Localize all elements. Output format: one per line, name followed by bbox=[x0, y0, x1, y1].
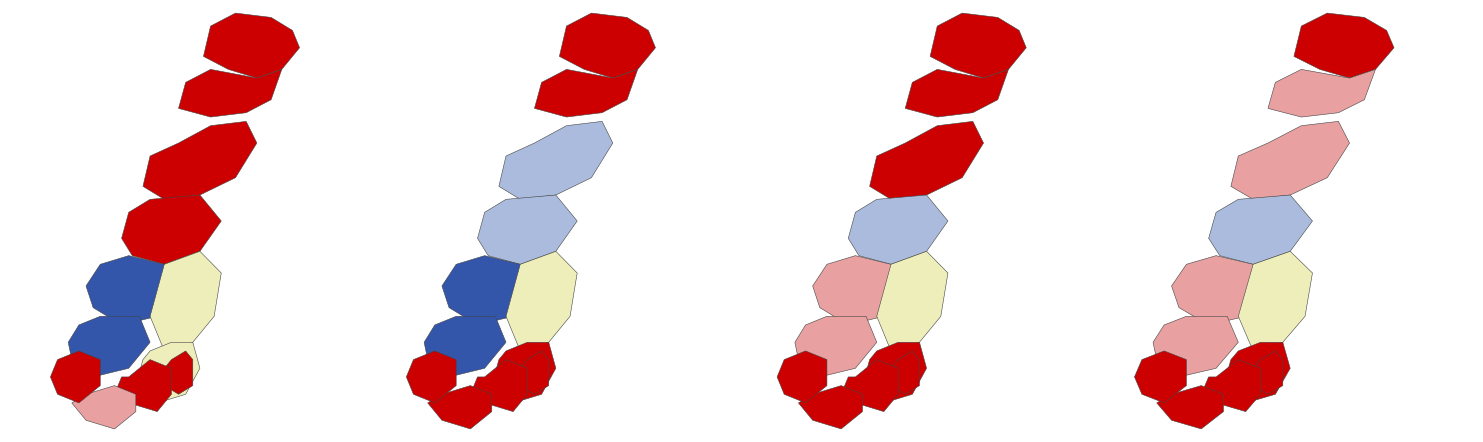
Polygon shape bbox=[930, 13, 1026, 78]
Polygon shape bbox=[1223, 342, 1290, 403]
Polygon shape bbox=[869, 122, 983, 199]
Polygon shape bbox=[1172, 255, 1268, 325]
Polygon shape bbox=[1201, 360, 1261, 412]
Polygon shape bbox=[777, 351, 828, 403]
Polygon shape bbox=[1209, 195, 1312, 264]
Polygon shape bbox=[470, 360, 528, 412]
Polygon shape bbox=[1293, 13, 1394, 78]
Polygon shape bbox=[492, 342, 556, 403]
Polygon shape bbox=[442, 255, 534, 325]
Polygon shape bbox=[506, 251, 577, 351]
Polygon shape bbox=[50, 351, 101, 403]
Polygon shape bbox=[1231, 122, 1350, 199]
Polygon shape bbox=[142, 122, 257, 199]
Polygon shape bbox=[534, 69, 638, 117]
Polygon shape bbox=[122, 195, 221, 264]
Polygon shape bbox=[406, 351, 457, 403]
Polygon shape bbox=[165, 351, 193, 394]
Polygon shape bbox=[427, 385, 492, 429]
Polygon shape bbox=[150, 251, 221, 351]
Polygon shape bbox=[559, 13, 655, 78]
Polygon shape bbox=[863, 342, 927, 403]
Polygon shape bbox=[68, 316, 150, 377]
Polygon shape bbox=[498, 122, 612, 199]
Polygon shape bbox=[424, 316, 506, 377]
Polygon shape bbox=[891, 351, 919, 394]
Polygon shape bbox=[1154, 316, 1238, 377]
Polygon shape bbox=[841, 360, 899, 412]
Polygon shape bbox=[1253, 351, 1283, 394]
Polygon shape bbox=[86, 255, 178, 325]
Polygon shape bbox=[876, 251, 948, 351]
Polygon shape bbox=[178, 69, 282, 117]
Polygon shape bbox=[478, 195, 577, 264]
Polygon shape bbox=[798, 385, 863, 429]
Polygon shape bbox=[71, 385, 136, 429]
Polygon shape bbox=[795, 316, 876, 377]
Polygon shape bbox=[813, 255, 905, 325]
Polygon shape bbox=[521, 351, 549, 394]
Polygon shape bbox=[114, 360, 172, 412]
Polygon shape bbox=[1268, 69, 1376, 117]
Polygon shape bbox=[905, 69, 1008, 117]
Polygon shape bbox=[1157, 385, 1223, 429]
Polygon shape bbox=[848, 195, 948, 264]
Polygon shape bbox=[1134, 351, 1186, 403]
Polygon shape bbox=[136, 342, 200, 403]
Polygon shape bbox=[1238, 251, 1312, 351]
Polygon shape bbox=[203, 13, 300, 78]
